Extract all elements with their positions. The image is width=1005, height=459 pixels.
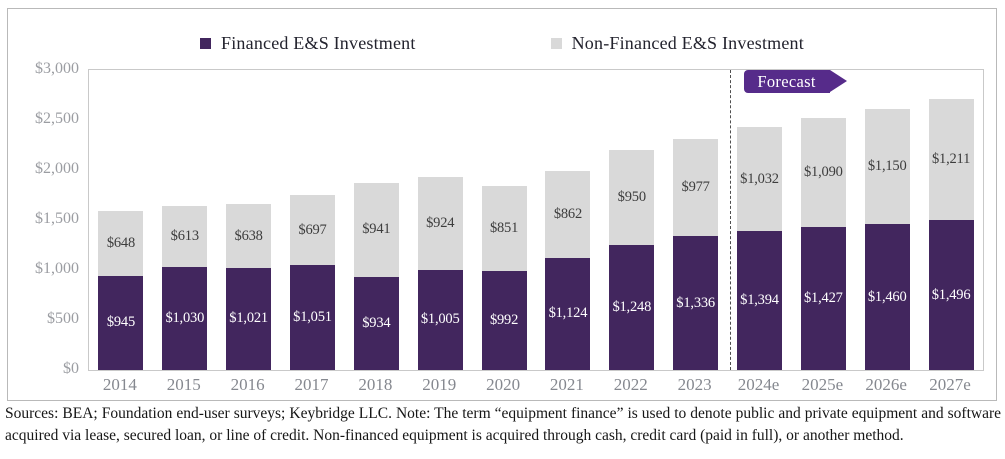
- bar-financed-2016: $1,021: [226, 267, 272, 370]
- bar-financed-2017: $1,051: [290, 264, 335, 370]
- bar-value-label: $1,021: [229, 310, 268, 327]
- source-note-line-1: Sources: BEA; Foundation end-user survey…: [5, 405, 1001, 422]
- bar-value-label: $648: [106, 234, 136, 251]
- bar-financed-2015: $1,030: [162, 267, 208, 370]
- bar-financed-2020: $992: [481, 270, 527, 370]
- bar-nonfinanced-2027e: $1,211: [928, 99, 974, 221]
- source-note-line-2: acquired via lease, secured loan, or lin…: [5, 427, 904, 444]
- bar-value-label: $1,005: [420, 311, 460, 328]
- forecast-banner: Forecast: [743, 70, 847, 93]
- bar-nonfinanced-2020: $851: [481, 185, 527, 271]
- bar-value-label: $934: [362, 314, 391, 331]
- bar-value-label: $1,394: [740, 291, 779, 308]
- x-axis-label-2023: 2023: [677, 375, 712, 394]
- bar-nonfinanced-2024e: $1,032: [737, 127, 782, 231]
- bar-value-label: $1,030: [165, 310, 205, 326]
- bar-financed-2024e: $1,394: [737, 230, 782, 370]
- bar-value-label: $1,336: [676, 294, 715, 311]
- legend-nonfinanced-label: Non-Financed E&S Investment: [571, 33, 804, 53]
- bar-value-label: $1,032: [740, 170, 779, 187]
- bar-nonfinanced-2016: $638: [226, 204, 272, 268]
- x-axis-label-2026e: 2026e: [865, 375, 907, 394]
- x-axis-label-2027e: 2027e: [929, 375, 971, 394]
- bar-value-label: $613: [170, 227, 199, 244]
- bar-financed-2027e: $1,496: [928, 220, 974, 370]
- y-axis-tick-label: $0: [63, 360, 79, 377]
- y-axis-tick-label: $3,000: [35, 60, 79, 77]
- bar-value-label: $1,248: [612, 299, 652, 316]
- bar-financed-2018: $934: [353, 276, 399, 370]
- bar-value-label: $977: [681, 179, 710, 196]
- y-axis-tick-label: $1,000: [35, 260, 79, 277]
- x-axis-label-2025e: 2025e: [801, 375, 844, 394]
- bar-value-label: $1,124: [548, 305, 588, 322]
- x-axis-label-2021: 2021: [549, 375, 584, 394]
- bar-nonfinanced-2019: $924: [417, 177, 463, 270]
- y-axis-tick-label: $2,500: [35, 110, 79, 127]
- bar-value-label: $638: [234, 227, 263, 244]
- x-axis-label-2022: 2022: [613, 375, 648, 394]
- legend-financed-swatch-icon: [200, 38, 212, 49]
- x-axis-label-2019: 2019: [422, 375, 457, 394]
- legend: Financed E&S Investment Non-Financed E&S…: [8, 33, 996, 54]
- bar-nonfinanced-2014: $648: [98, 210, 144, 276]
- bar-financed-2026e: $1,460: [864, 224, 910, 370]
- bar-value-label: $992: [489, 311, 519, 328]
- legend-item-nonfinanced: Non-Financed E&S Investment: [550, 33, 804, 54]
- plot-area: Forecast $945 $648 $1,030 $613 $1,021 $638 $1,…: [88, 69, 984, 371]
- bar-nonfinanced-2023: $977: [673, 138, 719, 237]
- forecast-divider: [729, 70, 731, 370]
- bar-value-label: $941: [362, 221, 391, 238]
- bar-financed-2021: $1,124: [545, 257, 591, 370]
- bar-value-label: $924: [426, 214, 455, 231]
- legend-nonfinanced-swatch-icon: [550, 38, 562, 49]
- bar-nonfinanced-2015: $613: [162, 205, 208, 267]
- bar-nonfinanced-2026e: $1,150: [864, 109, 910, 224]
- bar-financed-2014: $945: [98, 275, 144, 370]
- source-note: Sources: BEA; Foundation end-user survey…: [5, 403, 1001, 447]
- y-axis-tick-label: $1,500: [35, 210, 79, 227]
- bar-value-label: $1,211: [931, 151, 971, 168]
- bar-value-label: $950: [617, 189, 646, 206]
- bar-nonfinanced-2017: $697: [290, 195, 335, 265]
- bar-value-label: $851: [489, 219, 519, 236]
- bar-nonfinanced-2018: $941: [353, 182, 399, 277]
- bar-value-label: $1,496: [931, 286, 971, 303]
- x-axis-label-2020: 2020: [486, 375, 521, 394]
- bar-financed-2023: $1,336: [673, 236, 719, 370]
- x-axis-label-2018: 2018: [358, 375, 393, 394]
- legend-financed-label: Financed E&S Investment: [221, 33, 416, 53]
- x-axis-label-2017: 2017: [294, 375, 329, 394]
- x-axis-label-2016: 2016: [230, 375, 265, 394]
- bar-value-label: $945: [106, 314, 136, 331]
- bar-value-label: $1,051: [293, 308, 332, 325]
- bar-value-label: $1,150: [867, 158, 907, 174]
- bar-nonfinanced-2021: $862: [545, 171, 591, 258]
- legend-item-financed: Financed E&S Investment: [200, 33, 416, 54]
- bar-nonfinanced-2022: $950: [609, 150, 655, 246]
- y-axis-tick-label: $500: [47, 310, 79, 327]
- bar-financed-2022: $1,248: [609, 245, 655, 370]
- x-axis-label-2024e: 2024e: [737, 375, 780, 394]
- x-axis-label-2014: 2014: [102, 375, 137, 394]
- bar-financed-2025e: $1,427: [800, 227, 846, 370]
- chart-container: Financed E&S Investment Non-Financed E&S…: [7, 8, 997, 401]
- bar-value-label: $697: [298, 221, 327, 238]
- forecast-banner-label: Forecast: [757, 71, 816, 91]
- bar-value-label: $862: [553, 206, 583, 223]
- bar-nonfinanced-2025e: $1,090: [800, 118, 846, 228]
- bar-financed-2019: $1,005: [417, 269, 463, 370]
- bar-value-label: $1,460: [867, 288, 907, 305]
- y-axis-tick-label: $2,000: [35, 160, 79, 177]
- bar-value-label: $1,090: [804, 164, 843, 181]
- x-axis-label-2015: 2015: [166, 375, 201, 394]
- bar-value-label: $1,427: [804, 290, 843, 307]
